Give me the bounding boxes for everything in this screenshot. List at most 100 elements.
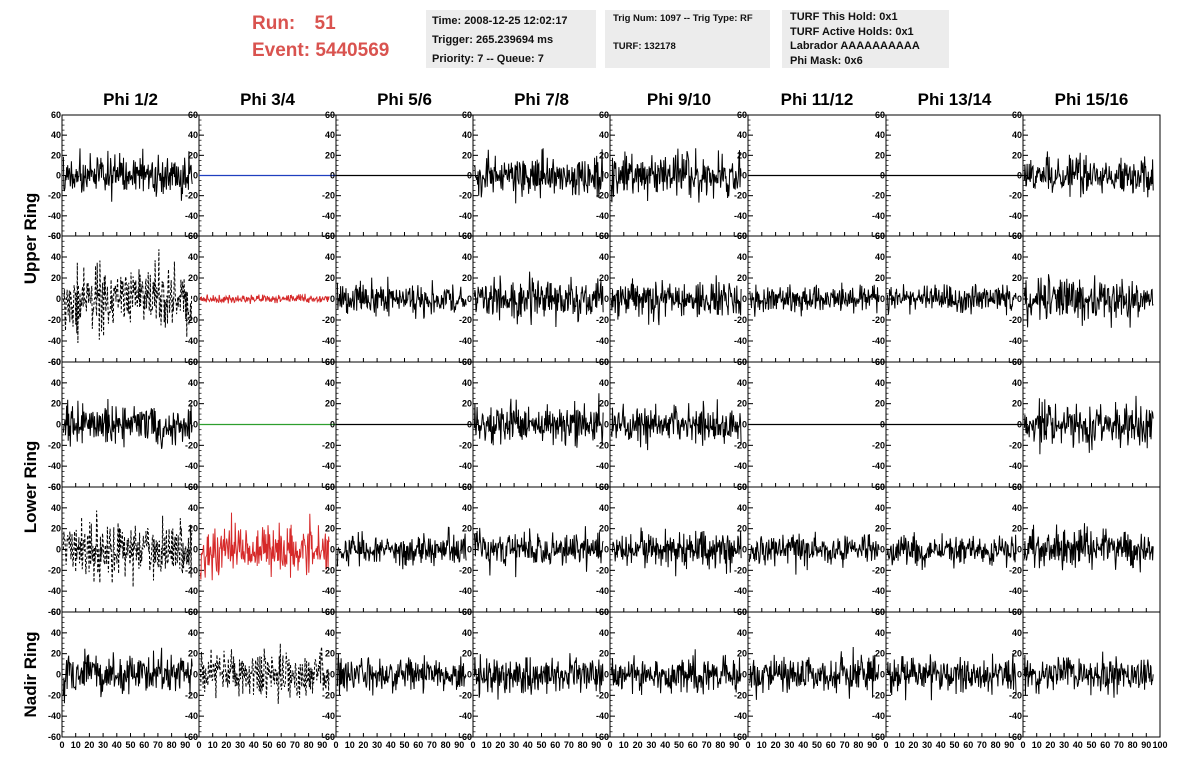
y-tick-label: 60 [462,110,472,120]
y-tick-label: 0 [56,294,61,304]
x-tick-label: 40 [523,740,533,750]
y-tick-label: -20 [872,440,885,450]
y-tick-label: 40 [188,378,198,388]
waveform-trace [336,653,467,696]
turf-info-box: TURF This Hold: 0x1 TURF Active Holds: 0… [782,10,949,68]
y-tick-label: -60 [48,357,61,367]
y-tick-label: -20 [48,440,61,450]
waveform-trace [473,393,604,448]
y-tick-label: -40 [596,336,609,346]
y-tick-label: -40 [185,211,198,221]
y-tick-label: 40 [875,378,885,388]
y-tick-label: -60 [185,732,198,742]
y-tick-label: 60 [462,607,472,617]
y-tick-label: 60 [737,357,747,367]
y-tick-label: 20 [325,273,335,283]
x-tick-label: 80 [167,740,177,750]
event-label: Event: [252,40,311,61]
y-tick-label: 0 [742,420,747,430]
y-tick-label: 60 [737,607,747,617]
y-tick-label: 60 [51,357,61,367]
y-tick-label: -20 [459,315,472,325]
y-tick-label: 60 [51,231,61,241]
y-tick-label: 60 [188,357,198,367]
x-tick-label: 30 [98,740,108,750]
y-tick-label: 20 [737,524,747,534]
y-tick-label: -20 [596,440,609,450]
y-tick-label: 60 [51,482,61,492]
y-tick-label: 60 [737,110,747,120]
y-tick-label: 0 [604,294,609,304]
y-tick-label: 60 [1012,231,1022,241]
y-tick-label: -20 [734,565,747,575]
y-tick-label: -20 [459,565,472,575]
y-tick-label: 60 [599,357,609,367]
y-tick-label: -60 [1009,732,1022,742]
waveform-trace [610,148,742,203]
y-tick-label: 0 [467,420,472,430]
y-tick-label: 60 [51,607,61,617]
y-tick-label: 0 [330,420,335,430]
y-tick-label: 0 [880,171,885,181]
x-tick-label: 0 [59,740,64,750]
time-text: Time: 2008-12-25 12:02:17 [432,15,568,27]
y-tick-label: -40 [1009,586,1022,596]
y-tick-label: -40 [459,336,472,346]
y-tick-label: -40 [872,711,885,721]
x-tick-label: 90 [180,740,190,750]
x-tick-label: 90 [729,740,739,750]
y-tick-label: -40 [48,461,61,471]
y-tick-label: 40 [51,628,61,638]
y-tick-label: 20 [325,150,335,160]
y-tick-label: 0 [330,670,335,680]
x-tick-label: 60 [963,740,973,750]
y-tick-label: -20 [322,440,335,450]
y-tick-label: 40 [737,628,747,638]
y-tick-label: -40 [185,461,198,471]
y-tick-label: 20 [325,524,335,534]
y-tick-label: -40 [734,461,747,471]
y-tick-label: -20 [322,565,335,575]
x-tick-label: 80 [304,740,314,750]
x-tick-label: 50 [399,740,409,750]
y-tick-label: 20 [599,524,609,534]
y-tick-label: 0 [1017,294,1022,304]
event-value: 5440569 [315,40,390,61]
y-tick-label: 40 [599,130,609,140]
y-tick-label: -40 [322,336,335,346]
panel-frame [747,611,887,738]
y-tick-label: -40 [734,336,747,346]
x-tick-label: 20 [633,740,643,750]
y-tick-label: 20 [875,273,885,283]
y-tick-label: -40 [1009,461,1022,471]
y-tick-label: 0 [56,545,61,555]
y-tick-label: 0 [1017,420,1022,430]
y-tick-label: 60 [875,482,885,492]
waveform-trace [610,399,742,451]
phi-mask-text: Phi Mask: 0x6 [790,54,863,67]
x-tick-label: 60 [413,740,423,750]
y-tick-label: 40 [599,378,609,388]
waveform-trace [611,527,742,577]
x-tick-label: 80 [1128,740,1138,750]
x-tick-label: 50 [125,740,135,750]
ring-label: Upper Ring [21,193,40,285]
y-tick-label: 0 [1017,545,1022,555]
y-tick-label: 40 [188,252,198,262]
x-tick-label: 30 [922,740,932,750]
y-tick-label: 0 [1017,670,1022,680]
x-tick-label: 30 [1059,740,1069,750]
y-tick-label: 60 [599,607,609,617]
waveform-trace [610,649,742,696]
y-tick-label: 20 [1012,649,1022,659]
y-tick-label: 0 [880,294,885,304]
y-tick-label: -60 [322,732,335,742]
y-tick-label: 20 [737,649,747,659]
y-tick-label: -40 [596,586,609,596]
x-tick-label: 50 [812,740,822,750]
y-tick-label: 20 [1012,524,1022,534]
y-tick-label: -20 [734,315,747,325]
y-tick-label: 60 [599,482,609,492]
waveform-trace [62,148,193,202]
waveform-trace [1023,651,1154,698]
